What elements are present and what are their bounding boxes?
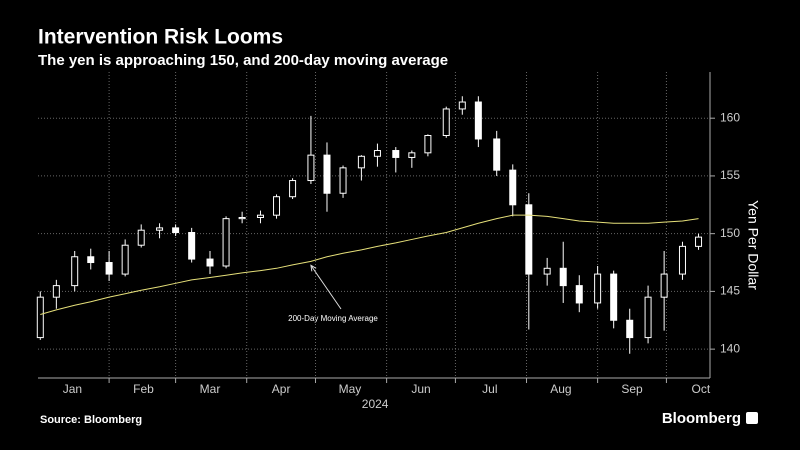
candle-body (52, 285, 60, 298)
candle-body (373, 150, 381, 157)
x-tick-label: Mar (200, 382, 221, 396)
candle-body (424, 135, 432, 154)
candle-body (222, 218, 230, 267)
brand-icon (746, 412, 758, 424)
moving-average-line (40, 214, 699, 315)
candle-body (610, 273, 618, 321)
x-tick-label: Feb (133, 382, 154, 396)
y-axis-label: Yen Per Dollar (745, 200, 761, 290)
x-axis-label: 2024 (362, 397, 389, 411)
x-tick-label: Jun (411, 382, 430, 396)
y-tick-label: 150 (720, 226, 740, 240)
candle-body (644, 296, 652, 339)
candle-body (71, 256, 79, 287)
candle-body (559, 267, 567, 287)
x-tick-label: Jul (482, 382, 497, 396)
candle-body (289, 180, 297, 198)
chart-subtitle: The yen is approaching 150, and 200-day … (38, 52, 448, 69)
candle-body (678, 245, 686, 275)
candle-body (323, 154, 331, 194)
candle-body (509, 169, 517, 206)
candle-body (408, 152, 416, 158)
candle-body (156, 227, 164, 231)
y-tick-label: 155 (720, 168, 740, 182)
annotation: 200-Day Moving Average (288, 314, 378, 323)
candle-body (339, 167, 347, 194)
x-tick-label: Sep (621, 382, 643, 396)
candle-body (36, 296, 44, 339)
x-tick-label: May (339, 382, 362, 396)
candle-body (442, 108, 450, 137)
candle-body (626, 319, 634, 339)
candle-body (660, 273, 668, 298)
x-tick-label: Aug (550, 382, 571, 396)
candle-body (172, 227, 180, 234)
candle-body (575, 285, 583, 304)
candle-body (256, 214, 264, 218)
brand-logo: Bloomberg (662, 410, 741, 427)
candle-body (695, 236, 703, 247)
candle-body (188, 232, 196, 260)
source: Source: Bloomberg (40, 414, 142, 426)
candle-body (307, 154, 315, 182)
candle-body (105, 262, 113, 275)
candle-body (493, 138, 501, 171)
candle-body (357, 155, 365, 169)
y-tick-label: 160 (720, 110, 740, 124)
x-tick-label: Apr (272, 382, 291, 396)
x-tick-label: Oct (691, 382, 710, 396)
candle-body (474, 101, 482, 140)
annotation-arrowhead (310, 264, 317, 272)
candle-body (458, 101, 466, 110)
candle-body (87, 256, 95, 264)
candle-body (525, 204, 533, 275)
candle-body (137, 229, 145, 246)
candle-body (392, 150, 400, 158)
candle-body (238, 216, 246, 220)
y-tick-label: 140 (720, 341, 740, 355)
chart-title: Intervention Risk Looms (38, 26, 283, 49)
candle-body (206, 258, 214, 267)
y-tick-label: 145 (720, 284, 740, 298)
candle-body (543, 267, 551, 275)
x-tick-label: Jan (63, 382, 82, 396)
candle-body (273, 196, 281, 216)
candle-body (594, 273, 602, 304)
annotation-arrow (310, 265, 342, 310)
candle-body (121, 244, 129, 275)
